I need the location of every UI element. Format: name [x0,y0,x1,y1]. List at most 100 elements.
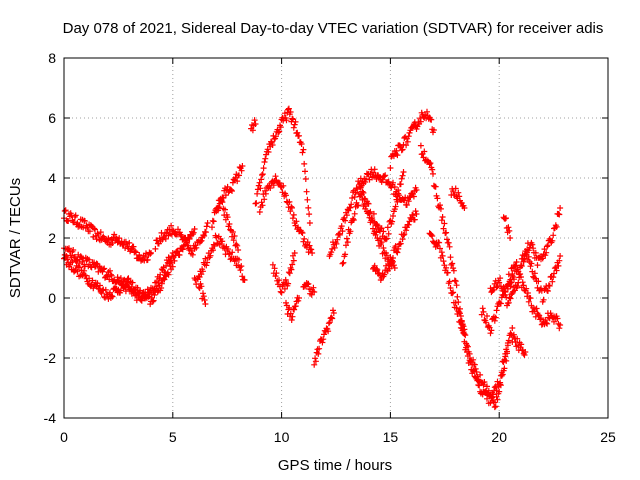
data-point [429,166,436,173]
data-point [259,172,265,178]
data-point [428,231,435,238]
data-point [222,206,228,213]
data-point [230,237,237,244]
data-point [523,251,530,258]
data-point [225,246,231,252]
data-point [288,266,295,273]
data-point [513,259,520,265]
data-point [497,300,504,307]
grid-lines [64,58,608,418]
data-point [413,187,420,193]
data-point [387,165,394,171]
data-point [203,223,210,230]
data-point [122,282,129,289]
data-point [487,330,494,337]
data-point [289,261,296,268]
data-point [151,292,158,298]
data-point [294,129,301,136]
data-point [330,310,337,316]
data-point [86,275,93,282]
data-points [61,105,564,411]
data-point [491,404,498,411]
data-point [256,209,263,215]
data-point [446,243,453,250]
data-point [109,293,116,300]
data-point [391,184,398,190]
data-point [238,263,245,270]
data-point [237,267,244,274]
data-point [378,225,385,232]
data-point [439,252,446,259]
data-point [93,260,100,267]
data-point [351,194,358,200]
data-point [409,124,416,131]
data-point [300,146,307,153]
data-point [443,264,450,271]
data-point [150,297,157,304]
data-point [556,325,563,332]
data-point [542,317,549,323]
data-point [457,310,463,317]
data-point [299,230,306,236]
data-point [89,277,96,284]
data-point [429,233,436,239]
data-point [509,325,516,331]
data-point [289,313,296,320]
data-point [276,180,283,187]
data-point [450,289,457,296]
data-point [493,307,500,314]
data-point [296,295,302,301]
data-point [257,185,264,192]
data-point [312,358,319,365]
data-point [452,299,459,306]
data-point [365,200,372,207]
data-point [169,227,176,234]
data-point [70,247,77,253]
data-point [454,293,461,300]
data-point [390,179,396,186]
data-point [162,235,169,242]
data-point [292,303,299,310]
data-point [101,265,108,272]
data-point [209,224,215,231]
data-point [489,288,496,294]
data-point [396,192,403,199]
data-point [277,288,284,295]
data-point [378,239,385,246]
data-point [202,229,209,236]
data-point [128,283,135,290]
data-point [311,361,318,368]
data-point [410,193,417,200]
data-point [505,299,512,306]
data-point [236,172,242,179]
data-point [305,204,312,211]
data-point [544,320,551,327]
data-point [253,200,260,207]
data-point [258,176,265,183]
data-point [390,262,397,269]
data-point [446,278,453,285]
data-point [557,322,564,328]
data-point [342,251,349,258]
data-point [524,290,531,296]
chart-title: Day 078 of 2021, Sidereal Day-to-day VTE… [63,20,604,37]
data-point [92,226,98,233]
data-point [437,245,443,252]
data-point [91,225,98,232]
data-point [530,245,537,252]
data-point [316,345,323,352]
data-point [108,292,115,299]
data-point [283,117,290,124]
data-point [334,236,341,243]
data-point [392,203,399,210]
data-point [325,328,332,335]
data-point [281,285,288,292]
data-point [437,202,443,209]
data-point [512,262,519,269]
data-point [287,109,294,115]
data-point [488,393,495,400]
data-point [537,316,544,323]
data-point [394,249,401,256]
data-point [210,247,216,254]
data-point [444,236,450,243]
